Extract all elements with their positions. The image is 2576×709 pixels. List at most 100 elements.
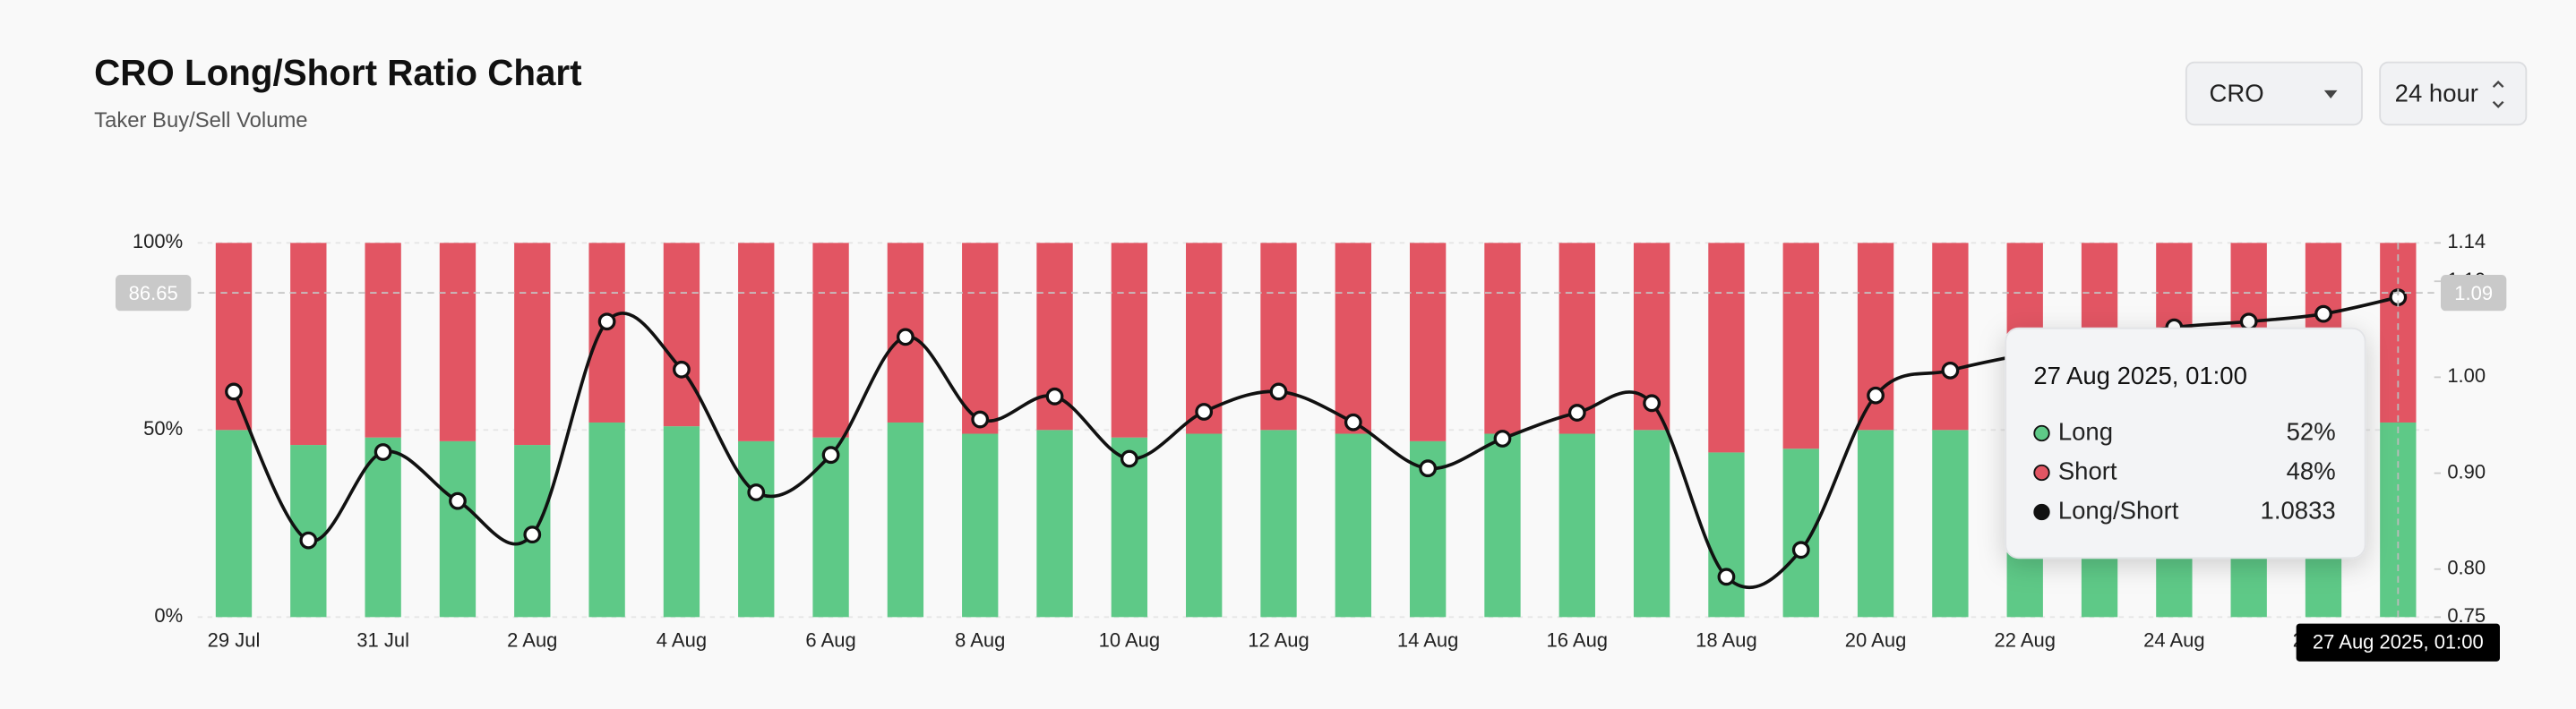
x-tick-label: 16 Aug [1547,629,1609,652]
asset-select[interactable]: CRO [2185,61,2363,126]
x-tick-label: 24 Aug [2143,629,2205,652]
ratio-point [299,531,318,550]
tooltip-value: 48% [2287,457,2336,484]
ratio-point [2314,304,2332,323]
bar-segment [290,243,327,446]
bar-segment [1932,430,1969,618]
y-tick-label: 100% [133,230,183,252]
bar-segment [663,426,700,618]
ratio-point [1195,403,1214,421]
tooltip-value: 52% [2287,417,2336,445]
select-text[interactable]: 24 hour [2395,80,2478,107]
bar-segment [1558,243,1595,434]
bar-segment [1335,433,1371,618]
bar-segment [1484,243,1521,434]
ratio-point [1643,394,1662,413]
crosshair-x-box [2296,623,2500,662]
tooltip-dot [2033,503,2050,521]
bar-segment [1186,433,1223,618]
bar-segment [738,440,775,618]
ratio-point [673,360,691,379]
bar-segment [962,433,999,618]
select-box[interactable] [2185,61,2363,126]
ratio-point [1493,430,1512,448]
crosshair-y-label: 86.65 [129,282,178,304]
bar-segment [1036,430,1073,618]
y2-tick-label: 1.14 [2447,230,2486,252]
bar-segment [1857,430,1894,618]
x-tick-label: 22 Aug [1994,629,2056,652]
bar-segment [1111,243,1148,438]
ratio-point [449,491,467,510]
bar-segment [1260,243,1297,431]
ratio-point [1717,568,1736,586]
y-tick-label: 50% [143,417,183,440]
x-tick-label: 29 Jul [208,629,261,652]
bar-segment [1260,430,1297,618]
bar-segment [1633,430,1670,618]
ratio-point [1344,413,1362,431]
x-tick-label: 4 Aug [657,629,707,652]
bar-segment [1558,433,1595,618]
tooltip-label: Long/Short [2058,496,2179,524]
tooltip-value: 1.0833 [2261,496,2336,524]
bar-segment [588,422,625,618]
bar-segment [439,440,477,618]
bar-segment [365,437,401,618]
ratio-point [374,443,392,461]
tooltip-label: Short [2058,457,2117,484]
select-text[interactable]: CRO [2210,80,2264,107]
ratio-point [1045,387,1064,406]
tooltip-label: Long [2058,417,2113,445]
crosshair-x-label: 27 Aug 2025, 01:00 [2313,630,2484,653]
tooltip-dot [2033,464,2050,482]
y2-tick-label: 0.80 [2447,557,2486,579]
bar-segment [1186,243,1223,434]
y2-tick-label: 0.90 [2447,460,2486,483]
bar-segment [812,243,849,438]
bar-segment [1782,243,1819,449]
bar-segment [738,243,775,441]
bar-segment [1708,243,1745,453]
ratio-point [1941,361,1960,380]
overlay: 86.65 1.09 27 Aug 2025, 01:00 27 Aug 2025, … [116,243,2507,662]
ratio-point [1791,541,1810,560]
bar-segment [812,437,849,618]
bar-segment [663,243,700,427]
x-tick-label: 2 Aug [507,629,557,652]
ratio-point [1867,386,1885,405]
ratio-point [523,525,542,544]
caret [2323,90,2338,98]
select-box[interactable] [2379,61,2528,126]
bar-segment [1484,433,1521,618]
x-tick-label: 18 Aug [1696,629,1757,652]
bar-segment [1409,243,1447,441]
bar-segment [215,430,253,618]
tooltip-box [2005,327,2366,560]
y2-tick-label: 0.75 [2447,604,2486,627]
ratio-point [597,312,616,331]
tooltip-title: 27 Aug 2025, 01:00 [2033,362,2247,389]
bar-segment [215,243,253,431]
bar-segment [588,243,625,423]
ratio-line [232,295,2399,589]
crosshair-y-box [116,274,192,312]
y-tick-label: 0% [154,604,183,627]
ratio-point [1120,449,1138,468]
chart-subtitle: Taker Buy/Sell Volume [94,108,307,132]
chart-title: CRO Long/Short Ratio Chart [94,52,581,93]
caret [2492,80,2504,108]
ratio-point [2239,312,2258,331]
interval-select[interactable]: 24 hour [2379,61,2528,126]
y2-tick-label: 1.00 [2447,364,2486,387]
bar-segment [962,243,999,434]
crosshair-y2-label: 1.09 [2454,282,2493,304]
x-tick-label: 14 Aug [1397,629,1459,652]
x-tick-label: 20 Aug [1845,629,1907,652]
ratio-point [971,410,990,429]
bar-segment [514,243,551,446]
ratio-point [821,446,840,465]
tooltip-dot [2033,424,2050,442]
